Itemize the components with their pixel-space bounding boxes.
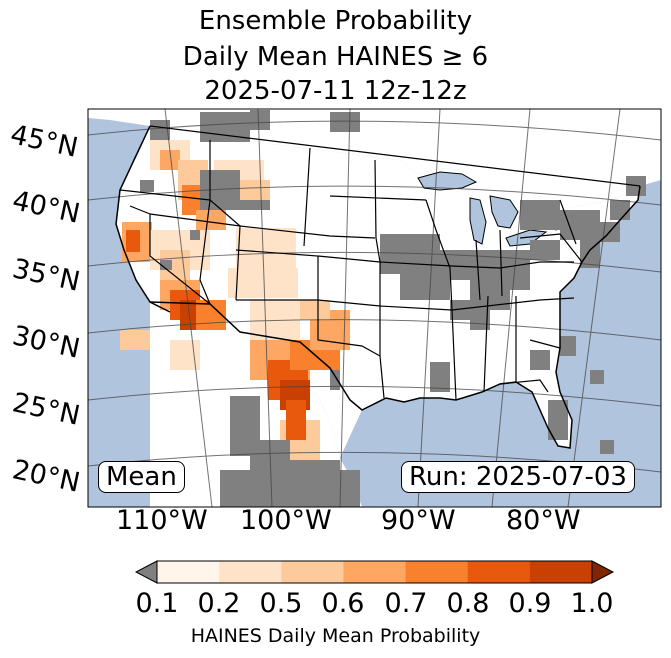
longitude-label: 100°W <box>240 505 332 536</box>
probability-patch <box>120 330 150 350</box>
probability-patch <box>228 268 298 298</box>
probability-patch <box>160 150 180 170</box>
missing-data-patch <box>600 440 614 454</box>
colorbar-tick-label: 0.2 <box>197 588 241 619</box>
colorbar-label: HAINES Daily Mean Probability <box>190 625 481 647</box>
title-line-3: 2025-07-11 12z-12z <box>204 76 467 106</box>
colorbar <box>134 560 615 584</box>
missing-data-patch <box>430 362 450 392</box>
longitude-label: 110°W <box>116 505 208 536</box>
missing-data-patch <box>530 240 560 260</box>
probability-patch <box>300 300 330 320</box>
probability-patch <box>182 185 204 215</box>
probability-field <box>120 110 646 507</box>
colorbar-segment <box>157 561 220 583</box>
colorbar-frame <box>156 560 593 584</box>
colorbar-segment <box>405 561 469 583</box>
probability-patch <box>180 300 200 330</box>
missing-data-patch <box>470 310 490 330</box>
graticule <box>88 109 661 507</box>
missing-data-patch <box>330 112 360 132</box>
colorbar-segment <box>343 561 407 583</box>
probability-patch <box>126 230 140 252</box>
us-mexico-border <box>149 301 387 411</box>
missing-data-patch <box>520 200 560 230</box>
missing-data-patch <box>530 350 550 370</box>
missing-data-patch <box>560 336 576 356</box>
missing-data-patch <box>548 400 568 440</box>
colorbar-tick-label: 0.6 <box>321 588 365 619</box>
missing-data-patch <box>220 470 250 507</box>
longitude-label: 80°W <box>506 505 581 536</box>
colorbar-under-arrow <box>134 560 158 584</box>
colorbar-over-arrow <box>591 560 615 584</box>
colorbar-segment <box>529 561 593 583</box>
title-line-1: Ensemble Probability <box>198 6 473 36</box>
title-line-2: Daily Mean HAINES ≥ 6 <box>182 42 489 72</box>
coastline <box>115 125 641 449</box>
probability-patch <box>286 400 306 440</box>
missing-data-patch <box>590 370 604 384</box>
missing-data-patch <box>150 120 170 140</box>
longitude-label: 90°W <box>381 505 456 536</box>
colorbar-tick-label: 0.1 <box>135 588 179 619</box>
probability-patch <box>236 228 296 268</box>
run-date-label: Run: 2025-07-03 <box>401 461 635 493</box>
missing-data-patch <box>140 180 154 192</box>
missing-data-patch <box>160 260 172 270</box>
colorbar-segment <box>467 561 531 583</box>
missing-data-patch <box>610 200 630 220</box>
missing-data-patch <box>250 110 270 130</box>
colorbar-tick-label: 1.0 <box>570 588 614 619</box>
missing-data-patch <box>580 228 600 268</box>
missing-data-patch <box>330 370 340 390</box>
colorbar-tick-label: 0.7 <box>384 588 428 619</box>
colorbar-tick-label: 0.9 <box>508 588 552 619</box>
missing-data-patch <box>190 230 200 240</box>
colorbar-tick-label: 0.5 <box>259 588 303 619</box>
colorbar-segment <box>219 561 282 583</box>
colorbar-segment <box>281 561 344 583</box>
missing-data-patch <box>340 470 360 507</box>
missing-data-patch <box>230 200 270 210</box>
map-frame <box>87 108 662 508</box>
colorbar-tick-label: 0.8 <box>446 588 490 619</box>
state-borders <box>119 125 641 401</box>
mean-label: Mean <box>98 461 185 493</box>
missing-data-patch <box>290 460 340 507</box>
probability-patch <box>196 210 226 230</box>
